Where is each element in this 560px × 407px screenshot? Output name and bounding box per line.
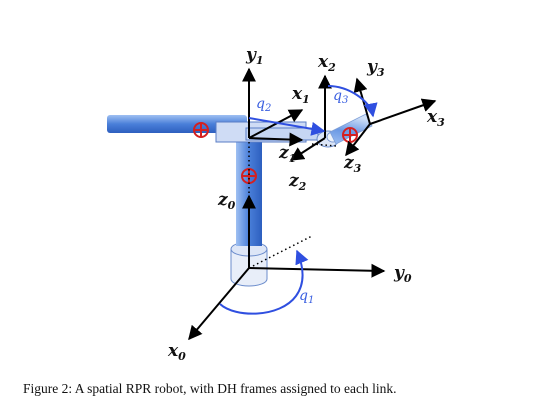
figure-caption: Figure 2: A spatial RPR robot, with DH f… bbox=[23, 381, 396, 396]
joint-arc-q3 bbox=[327, 85, 378, 118]
label-q3: q3 bbox=[333, 88, 348, 106]
label-y3: y3 bbox=[366, 57, 385, 79]
axis-z3 bbox=[345, 123, 371, 157]
axis-y0 bbox=[248, 263, 386, 278]
label-z1: z1 bbox=[278, 143, 296, 165]
label-q2: q2 bbox=[256, 96, 271, 114]
axis-x3 bbox=[369, 98, 437, 125]
com-marker-vertical bbox=[241, 168, 257, 184]
label-z0: z0 bbox=[217, 190, 236, 212]
joint-arc-q1 bbox=[219, 249, 309, 315]
label-z3: z3 bbox=[343, 153, 362, 175]
label-x1: x1 bbox=[291, 84, 310, 106]
label-z2: z2 bbox=[288, 171, 307, 193]
com-marker-end bbox=[342, 127, 358, 143]
axis-x1 bbox=[248, 109, 304, 139]
label-x2: x2 bbox=[317, 52, 336, 74]
axis-z2 bbox=[289, 137, 326, 161]
label-x3: x3 bbox=[426, 107, 445, 129]
label-x0: x0 bbox=[167, 341, 186, 363]
dotted-guide-base bbox=[248, 235, 313, 269]
com-marker-arm bbox=[193, 122, 209, 138]
horizontal-arm bbox=[107, 115, 247, 133]
axis-x0 bbox=[188, 267, 250, 341]
label-y0: y0 bbox=[393, 263, 412, 285]
axis-z1 bbox=[248, 132, 304, 147]
label-q1: q1 bbox=[299, 288, 314, 306]
joint-arrow-q2 bbox=[248, 117, 326, 136]
label-y1: y1 bbox=[245, 45, 264, 67]
